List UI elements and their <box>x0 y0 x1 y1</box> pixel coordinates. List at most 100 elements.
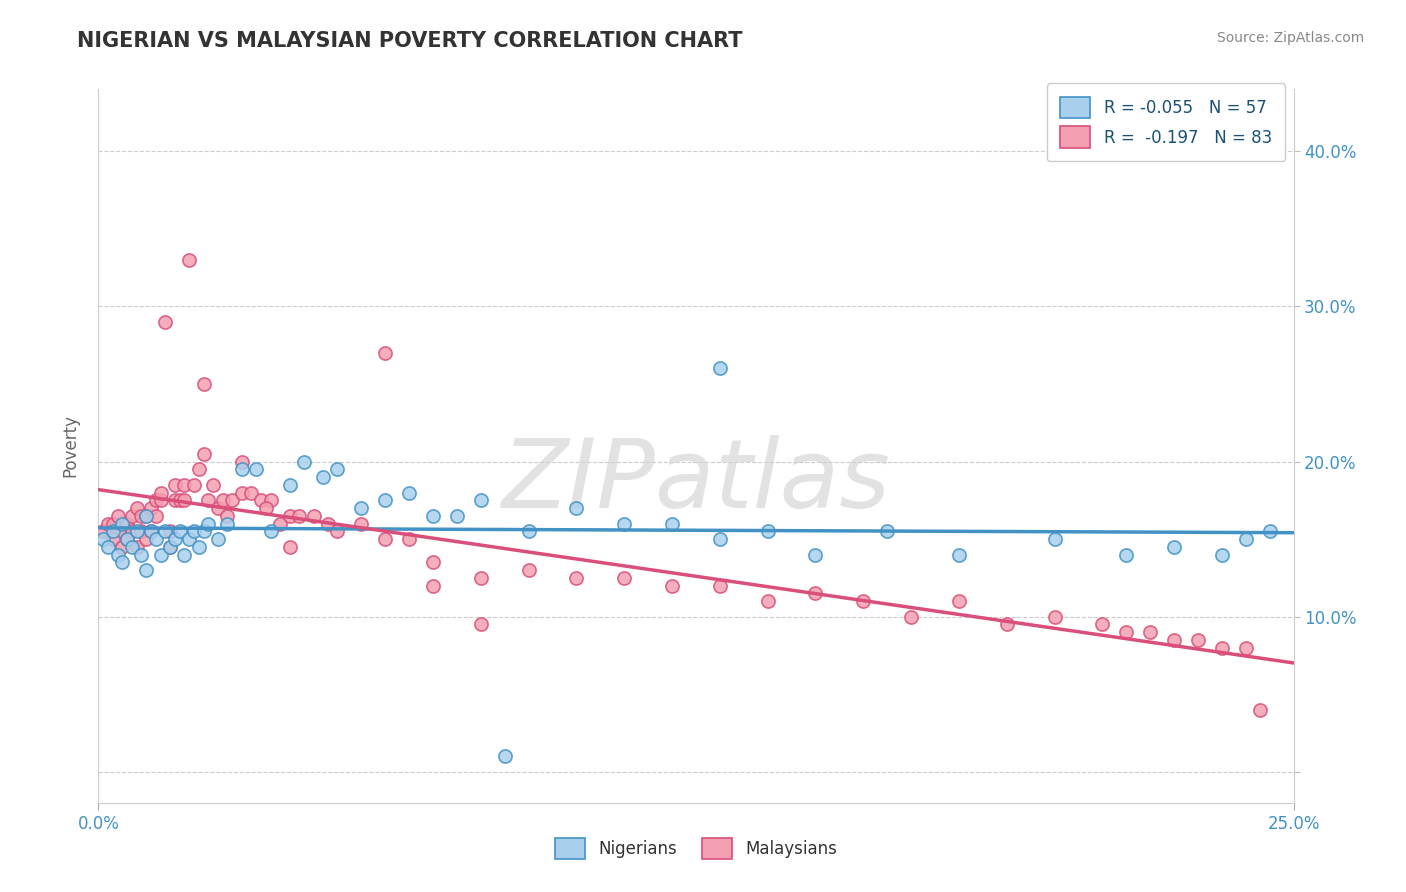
Point <box>187 540 209 554</box>
Point <box>145 508 167 523</box>
Point <box>1043 532 1066 546</box>
Point <box>121 540 143 554</box>
Point <box>97 516 120 531</box>
Point <box>1115 625 1137 640</box>
Point <box>852 594 875 608</box>
Point <box>217 508 239 523</box>
Point <box>292 454 315 468</box>
Legend: Nigerians, Malaysians: Nigerians, Malaysians <box>548 831 844 866</box>
Point <box>107 508 129 523</box>
Point <box>1043 609 1066 624</box>
Point <box>374 493 396 508</box>
Point <box>145 532 167 546</box>
Point <box>207 501 229 516</box>
Point <box>995 617 1018 632</box>
Point <box>159 524 181 539</box>
Point <box>231 485 253 500</box>
Point <box>149 485 172 500</box>
Point <box>139 501 162 516</box>
Point <box>163 493 186 508</box>
Point <box>179 532 201 546</box>
Point <box>125 524 148 539</box>
Point <box>115 532 138 546</box>
Point <box>149 493 172 508</box>
Point <box>131 524 153 539</box>
Point <box>1163 632 1185 647</box>
Point <box>804 586 827 600</box>
Point <box>101 532 124 546</box>
Point <box>245 462 267 476</box>
Point <box>1211 548 1233 562</box>
Point <box>155 315 177 329</box>
Point <box>125 501 148 516</box>
Point <box>159 540 181 554</box>
Point <box>565 501 588 516</box>
Point <box>756 594 779 608</box>
Point <box>312 470 335 484</box>
Point <box>193 447 215 461</box>
Point <box>422 579 444 593</box>
Point <box>374 346 396 360</box>
Point <box>278 477 301 491</box>
Text: Source: ZipAtlas.com: Source: ZipAtlas.com <box>1216 31 1364 45</box>
Point <box>97 540 120 554</box>
Point <box>1163 540 1185 554</box>
Point <box>350 516 373 531</box>
Point <box>302 508 325 523</box>
Point <box>183 477 205 491</box>
Point <box>709 579 731 593</box>
Point <box>613 571 636 585</box>
Point <box>111 555 134 569</box>
Text: NIGERIAN VS MALAYSIAN POVERTY CORRELATION CHART: NIGERIAN VS MALAYSIAN POVERTY CORRELATIO… <box>77 31 742 51</box>
Point <box>269 516 291 531</box>
Point <box>661 579 683 593</box>
Point <box>163 477 186 491</box>
Point <box>350 501 373 516</box>
Point <box>159 540 181 554</box>
Point <box>709 361 731 376</box>
Point <box>221 493 243 508</box>
Point <box>422 508 444 523</box>
Point <box>149 548 172 562</box>
Point <box>121 508 143 523</box>
Point <box>202 477 225 491</box>
Point <box>278 540 301 554</box>
Point <box>1258 524 1281 539</box>
Point <box>494 749 516 764</box>
Point <box>139 524 162 539</box>
Point <box>193 524 215 539</box>
Point <box>900 609 922 624</box>
Point <box>250 493 273 508</box>
Point <box>398 532 420 546</box>
Point <box>131 548 153 562</box>
Point <box>948 594 970 608</box>
Point <box>709 532 731 546</box>
Point <box>173 477 195 491</box>
Point <box>115 532 138 546</box>
Point <box>163 532 186 546</box>
Point <box>111 540 134 554</box>
Point <box>131 508 153 523</box>
Point <box>145 493 167 508</box>
Point <box>183 524 205 539</box>
Point <box>756 524 779 539</box>
Point <box>1234 640 1257 655</box>
Point <box>259 493 281 508</box>
Point <box>316 516 339 531</box>
Point <box>1211 640 1233 655</box>
Point <box>111 524 134 539</box>
Point <box>173 548 195 562</box>
Point <box>169 524 191 539</box>
Point <box>125 540 148 554</box>
Text: ZIPatlas: ZIPatlas <box>502 435 890 528</box>
Point <box>121 524 143 539</box>
Point <box>804 548 827 562</box>
Point <box>187 462 209 476</box>
Point <box>101 524 124 539</box>
Point <box>278 508 301 523</box>
Point <box>259 524 281 539</box>
Point <box>135 532 157 546</box>
Point <box>517 563 540 577</box>
Point <box>155 524 177 539</box>
Point <box>135 508 157 523</box>
